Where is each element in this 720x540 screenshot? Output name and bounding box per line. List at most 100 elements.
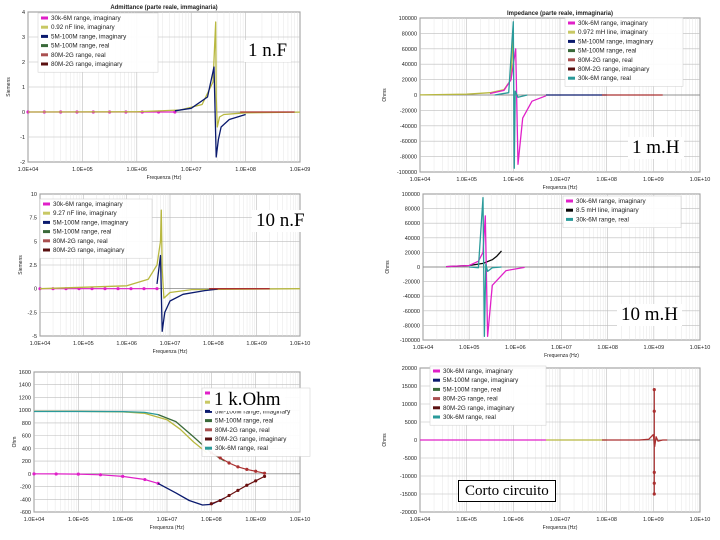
x-tick-label: 1.0E+05 (73, 341, 94, 347)
legend-label: 80M-2G range, imaginary (215, 436, 287, 443)
legend-label: 5M-100M range, imaginary (215, 408, 291, 415)
label-1kohm: 1 k.Ohm (210, 389, 285, 411)
y-axis-label: Ohms (382, 433, 388, 447)
y-tick-label: 400 (22, 446, 31, 452)
y-tick-label: -2.5 (28, 310, 37, 316)
legend-swatch (568, 76, 575, 80)
legend-label: 80M-2G range, real (51, 52, 106, 59)
chart-impedance-10mh: 1.0E+04 1.0E+05 1.0E+06 1.0E+07 1.0E+08 1.0E+… (385, 192, 710, 359)
y-tick-label: 0 (417, 265, 420, 271)
series-line (156, 254, 218, 332)
legend-swatch (568, 30, 575, 34)
legend-label: 80M-2G range, imaginary (578, 66, 650, 73)
x-tick-label: 1.0E+09 (644, 345, 665, 351)
series-point (262, 471, 267, 475)
series-line (489, 48, 547, 165)
legend-swatch (566, 208, 573, 212)
y-tick-label: -5 (32, 334, 37, 340)
x-tick-label: 1.0E+07 (550, 177, 571, 183)
y-axis-label: Ohms (382, 88, 388, 102)
y-tick-label: 60000 (405, 221, 420, 227)
y-tick-label: -20000 (403, 280, 420, 286)
chart-admittance-10nf: 1.0E+04 1.0E+05 1.0E+06 1.0E+07 1.0E+08 1.0E+… (18, 192, 310, 355)
series-line (211, 452, 265, 474)
legend-label: 30k-6M range, real (576, 216, 629, 223)
x-tick-label: 1.0E+04 (410, 517, 431, 523)
series-line (34, 410, 159, 416)
x-tick-label: 1.0E+07 (181, 167, 202, 173)
x-tick-label: 1.0E+07 (160, 341, 181, 347)
legend-label: 80M-2G range, real (215, 427, 270, 434)
series-line (211, 475, 265, 505)
y-tick-label: 15000 (402, 384, 417, 390)
legend-label: 9.27 nF line, imaginary (53, 210, 118, 217)
y-axis-label: Ohm (12, 437, 18, 448)
y-tick-label: 40000 (402, 62, 417, 68)
legend-swatch (566, 217, 573, 221)
x-tick-label: 1.0E+04 (30, 341, 51, 347)
legend-swatch (41, 53, 48, 57)
legend-label: 5M-100M range, imaginary (53, 219, 129, 226)
legend-label: 30k-6M range, imaginary (578, 20, 648, 27)
legend-swatch (433, 397, 440, 401)
label-10nf: 10 n.F (252, 210, 309, 232)
x-tick-label: 1.0E+09 (643, 517, 664, 523)
x-axis-label: Frequenza (Hz) (544, 353, 579, 359)
x-tick-label: 1.0E+06 (505, 345, 526, 351)
y-tick-label: 3 (22, 35, 25, 41)
x-tick-label: 1.0E+10 (690, 177, 711, 183)
legend-label: 80M-2G range, real (53, 238, 108, 245)
y-tick-label: -20000 (400, 108, 417, 114)
legend-label: 30k-6M range, imaginary (53, 201, 123, 208)
y-tick-label: 20000 (405, 250, 420, 256)
x-tick-label: 1.0E+10 (290, 341, 311, 347)
x-axis-label: Frequenza (Hz) (153, 349, 188, 355)
legend-swatch (41, 25, 48, 29)
label-1nf: 1 n.F (244, 40, 292, 62)
legend-swatch (43, 211, 50, 215)
series-line (419, 33, 514, 96)
y-tick-label: 100000 (399, 16, 417, 22)
x-tick-label: 1.0E+08 (597, 345, 618, 351)
legend: 30k-6M range, imaginary 0.972 mH line, im… (564, 17, 684, 87)
chart-impedance-short: 1.0E+04 1.0E+05 1.0E+06 1.0E+07 1.0E+08 1.0E+… (382, 365, 711, 531)
legend-swatch (41, 62, 48, 66)
x-tick-label: 1.0E+09 (246, 341, 267, 347)
y-tick-label: -60000 (403, 309, 420, 315)
y-tick-label: -100000 (400, 338, 420, 344)
legend-swatch (43, 220, 50, 224)
y-tick-label: 1000 (19, 408, 31, 414)
y-tick-label: -20000 (400, 510, 417, 516)
legend-label: 5M-100M range, imaginary (51, 33, 127, 40)
x-tick-label: 1.0E+08 (596, 177, 617, 183)
label-1mh: 1 m.H (628, 137, 684, 159)
x-tick-label: 1.0E+05 (68, 517, 89, 523)
legend-label: 0.92 nF line, imaginary (51, 24, 116, 31)
chart-admittance-1nf: Admittance (parte reale, immaginaria) 1.0… (6, 5, 310, 181)
legend-swatch (568, 58, 575, 62)
y-axis-label: Siemens (18, 255, 24, 275)
legend-swatch (433, 406, 440, 410)
legend-swatch (433, 369, 440, 373)
x-tick-label: 1.0E+08 (203, 341, 224, 347)
y-tick-label: 5 (34, 239, 37, 245)
y-tick-label: 0 (34, 287, 37, 293)
x-tick-label: 1.0E+10 (690, 517, 711, 523)
legend-box (429, 365, 547, 426)
x-tick-label: 1.0E+04 (413, 345, 434, 351)
legend-label: 30k-6M range, imaginary (576, 198, 646, 205)
legend-box (564, 17, 684, 87)
x-tick-label: 1.0E+06 (112, 517, 133, 523)
y-tick-label: -15000 (400, 492, 417, 498)
legend-label: 80M-2G range, imaginary (53, 247, 125, 254)
legend-swatch (566, 199, 573, 203)
legend-swatch (43, 202, 50, 206)
series-line (39, 209, 301, 299)
y-tick-label: -40000 (403, 294, 420, 300)
legend-swatch (41, 34, 48, 38)
legend-label: 5M-100M range, imaginary (443, 377, 519, 384)
y-tick-label: -5000 (403, 456, 417, 462)
legend: 30k-6M range, imaginary 9.27 nF line, ima… (39, 198, 153, 259)
y-tick-label: 80000 (405, 207, 420, 213)
x-axis-label: Frequenza (Hz) (147, 175, 182, 181)
